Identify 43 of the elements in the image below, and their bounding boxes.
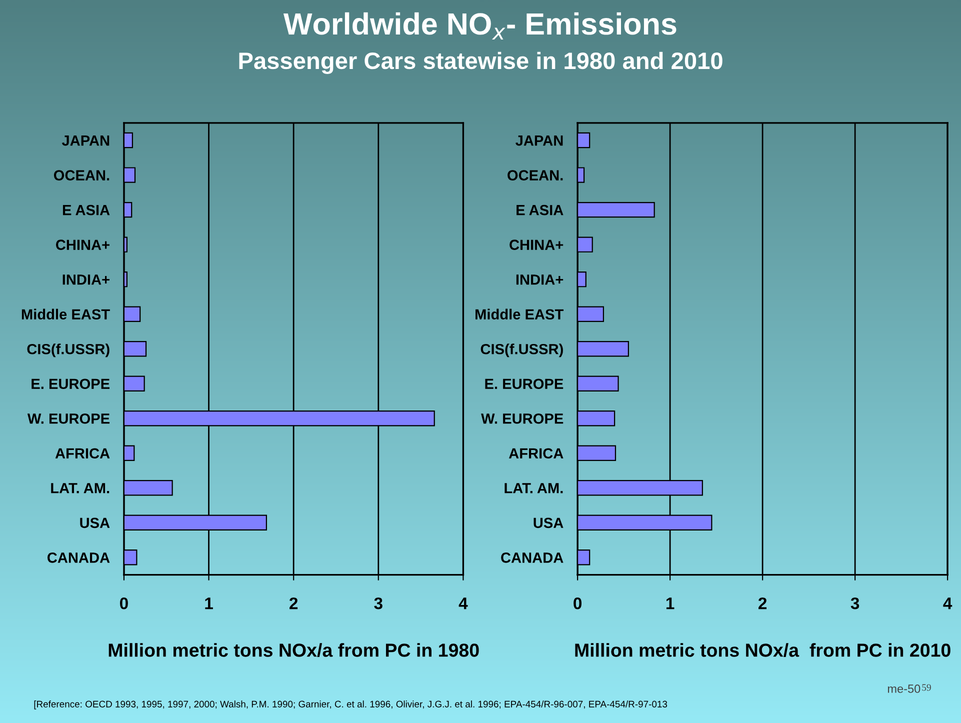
y-tick-label: AFRICA <box>55 448 110 459</box>
chart-title: Worldwide NO$_{x}$- Emissions <box>283 12 676 40</box>
y-tick-label: E ASIA <box>62 204 110 216</box>
y-tick-label: E ASIA <box>516 204 564 216</box>
x-axis-title: Million metric tons NOx/a from PC in 1980 <box>108 643 479 658</box>
y-tick-label: OCEAN. <box>54 170 110 180</box>
y-tick-label: AFRICA <box>508 448 564 459</box>
y-tick-label: CANADA <box>501 552 564 563</box>
x-tick-label: 2 <box>758 597 767 610</box>
y-tick-label: USA <box>534 518 564 528</box>
x-tick-label: 3 <box>374 597 382 610</box>
y-tick-label: JAPAN <box>62 136 110 146</box>
x-tick-label: 0 <box>120 597 128 610</box>
y-tick-label: CIS(f.USSR) <box>480 344 563 358</box>
y-tick-label: CIS(f.USSR) <box>27 344 110 358</box>
x-tick-label: 2 <box>290 597 298 610</box>
y-tick-label: LAT. AM. <box>504 483 563 494</box>
y-tick-label: JAPAN <box>516 136 563 146</box>
y-tick-label: CANADA <box>47 552 110 563</box>
y-tick-label: OCEAN. <box>508 170 563 180</box>
y-tick-label: CHINA+ <box>510 240 564 250</box>
text: [Reference: OECD 1993, 1995, 1997, 2000; Walsh, P.M. 1990; Garnier, C. et al. 1996, Olivier, J.G.J. et al. 1996; EPA-454/R-96-007, EPA-454/R-97-013 <box>34 700 668 710</box>
y-tick-label: E. EUROPE <box>32 378 110 390</box>
x-tick-label: 1 <box>666 598 674 610</box>
chart-subtitle: Passenger Cars statewise in 1980 and 2010 <box>239 52 722 74</box>
y-tick-label: LAT. AM. <box>51 483 110 494</box>
x-tick-label: 4 <box>458 598 468 610</box>
x-axis-title: Million metric tons NOx/a from PC in 2010 <box>575 643 950 658</box>
text: me-50 <box>888 684 920 693</box>
x-tick-label: 3 <box>850 597 860 610</box>
y-tick-label: W. EUROPE <box>481 413 564 424</box>
y-tick-label: INDIA+ <box>62 274 110 285</box>
x-tick-label: 1 <box>205 598 213 610</box>
x-tick-label: 0 <box>574 597 582 610</box>
y-tick-label: E. EUROPE <box>485 378 564 390</box>
text: 59 <box>922 684 931 691</box>
y-tick-label: Middle EAST <box>476 308 564 320</box>
y-tick-label: INDIA+ <box>516 274 564 285</box>
x-tick-label: 4 <box>943 598 952 610</box>
y-tick-label: W. EUROPE <box>27 413 110 424</box>
y-tick-label: Middle EAST <box>22 308 110 320</box>
y-tick-label: CHINA+ <box>56 240 110 250</box>
y-tick-label: USA <box>80 518 110 528</box>
